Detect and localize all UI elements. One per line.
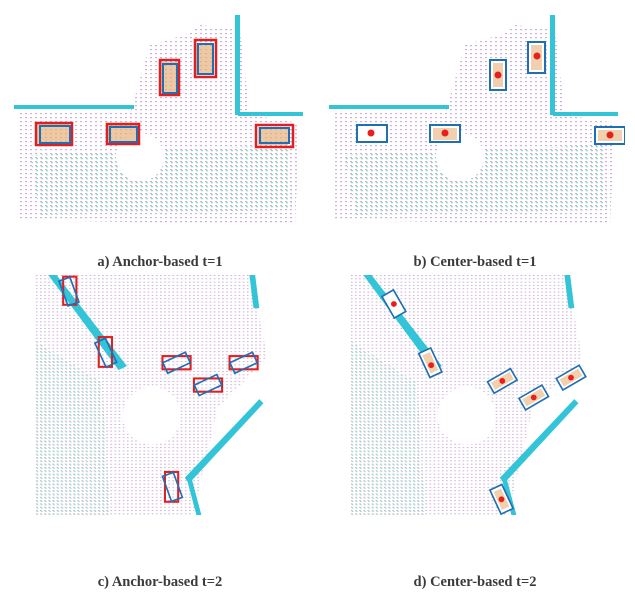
vehicle-points <box>161 62 177 92</box>
point-cloud-anchor-t2 <box>35 275 268 515</box>
center-point <box>498 496 505 503</box>
wall-points <box>184 399 264 484</box>
detections <box>34 38 295 149</box>
wall-points <box>249 275 260 309</box>
detection-box <box>162 63 178 94</box>
point-cloud-anchor-t1 <box>14 15 303 225</box>
panel-anchor-based-t2 <box>10 275 310 515</box>
point-cloud-center-t2 <box>350 275 587 515</box>
detections <box>57 275 259 503</box>
detection-box <box>228 351 259 375</box>
detection-box <box>39 125 71 144</box>
center-point <box>568 374 574 381</box>
vehicle-points <box>258 127 288 145</box>
anchor-box <box>158 58 181 97</box>
center-point <box>606 131 614 139</box>
detection-box <box>197 43 214 75</box>
detection-box <box>161 471 184 503</box>
center-point <box>499 378 506 384</box>
vegetation-points <box>35 341 111 515</box>
wall-points <box>48 275 127 371</box>
center-point <box>441 129 449 137</box>
center-point <box>530 394 537 401</box>
vehicle-points <box>108 125 138 143</box>
center-point <box>533 52 541 60</box>
wall-points <box>238 112 303 116</box>
anchor-box <box>193 38 218 79</box>
detections <box>356 41 625 145</box>
center-point <box>391 301 397 307</box>
center-point <box>428 362 435 369</box>
vehicle-points <box>196 43 213 75</box>
detection-box <box>161 351 192 375</box>
sensor-blind-spot <box>122 386 181 445</box>
detection-box <box>259 127 290 144</box>
caption-d: d) Center-based t=2 <box>413 574 537 590</box>
panel-anchor-based-t1 <box>10 5 310 245</box>
center-point <box>367 129 375 137</box>
vegetation-points <box>345 145 607 215</box>
center-point <box>494 71 502 79</box>
anchor-box <box>34 121 74 147</box>
panel-center-based-t1 <box>325 5 625 245</box>
detection-box <box>193 373 223 397</box>
detection-box <box>57 276 80 308</box>
detection-box <box>109 126 138 143</box>
caption-c: c) Anchor-based t=2 <box>97 574 223 590</box>
vegetation-points <box>30 145 292 215</box>
panel-center-based-t2 <box>325 275 625 515</box>
wall-points <box>550 15 555 115</box>
anchor-box <box>105 122 141 146</box>
wall-points <box>553 112 618 116</box>
sensor-blind-spot <box>436 133 484 181</box>
anchor-box <box>254 123 295 149</box>
detections <box>380 288 587 515</box>
wall-points <box>186 477 202 515</box>
vegetation-points <box>350 341 426 515</box>
vehicle-points <box>37 123 69 143</box>
caption-b: b) Center-based t=1 <box>413 254 537 270</box>
detection-box <box>93 337 118 369</box>
wall-points <box>14 105 134 109</box>
caption-a: a) Anchor-based t=1 <box>97 254 223 270</box>
wall-points <box>564 275 575 309</box>
wall-points <box>329 105 449 109</box>
sensor-blind-spot <box>437 386 496 445</box>
wall-points <box>499 399 579 484</box>
wall-points <box>235 15 240 115</box>
point-cloud-center-t1 <box>329 15 625 225</box>
